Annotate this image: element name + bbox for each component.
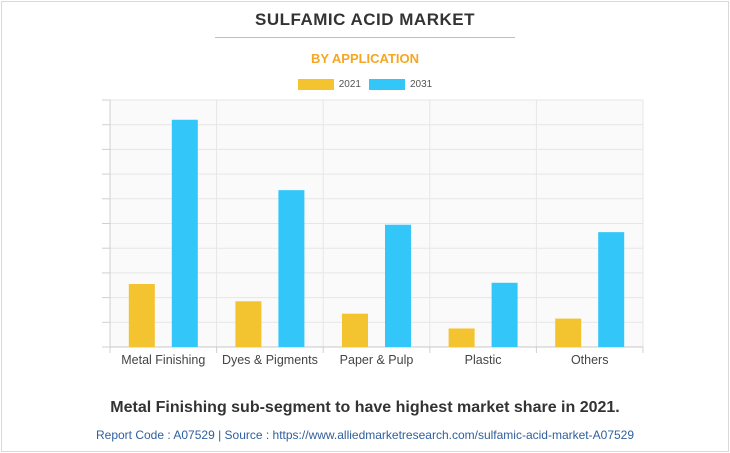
legend-item-2031[interactable]: 2031: [369, 79, 432, 90]
bar-2021-1: [235, 301, 262, 347]
x-tick-label: Plastic: [465, 353, 502, 367]
bar-2021-0: [128, 284, 155, 347]
bar-2031-0: [171, 119, 198, 347]
x-tick-label: Others: [571, 353, 609, 367]
chart-subtitle: BY APPLICATION: [310, 51, 420, 66]
legend-label-2031: 2031: [410, 79, 433, 90]
x-tick-label: Metal Finishing: [121, 353, 205, 367]
legend: 2021 2031: [0, 79, 730, 90]
bar-2031-4: [598, 232, 625, 347]
x-tick-label: Dyes & Pigments: [222, 353, 318, 367]
bar-2021-3: [448, 328, 475, 347]
legend-item-2021[interactable]: 2021: [297, 79, 361, 90]
legend-swatch-2021: [297, 79, 334, 90]
chart-title: SULFAMIC ACID MARKET: [255, 10, 475, 29]
legend-label-2021: 2021: [338, 79, 361, 90]
title-divider: [215, 37, 515, 38]
legend-swatch-2031: [369, 79, 405, 90]
chart-caption: Metal Finishing sub-segment to have high…: [110, 399, 620, 416]
source-line[interactable]: Report Code : A07529 | Source : https://…: [95, 428, 635, 442]
bar-2031-2: [385, 224, 411, 347]
bar-2021-4: [555, 318, 582, 347]
x-tick-label: Paper & Pulp: [340, 353, 414, 367]
bar-2021-2: [342, 313, 368, 347]
bar-2031-3: [491, 282, 518, 347]
bar-2031-1: [278, 190, 305, 347]
